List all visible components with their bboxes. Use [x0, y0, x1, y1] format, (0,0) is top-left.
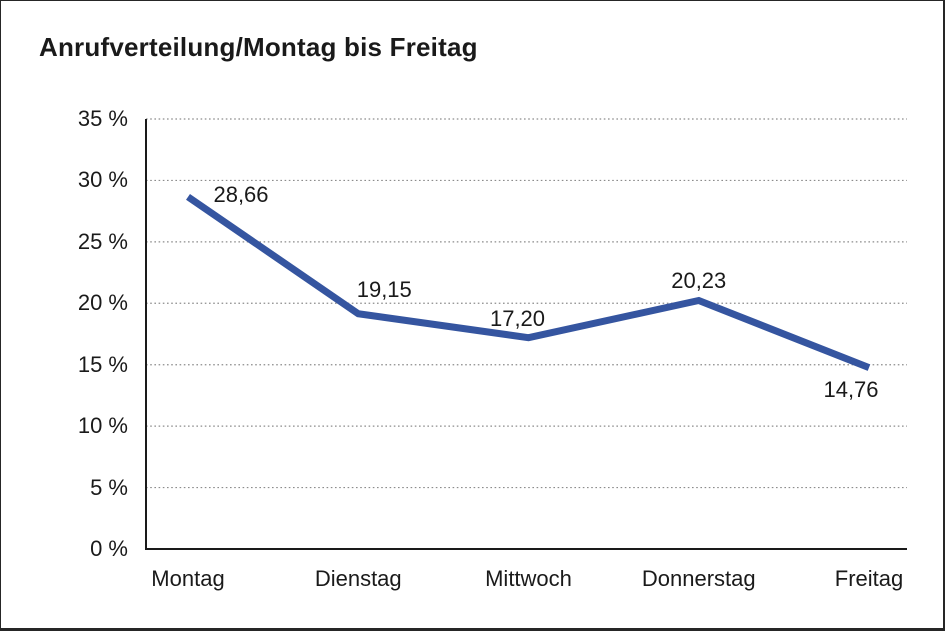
- x-axis-category-label: Montag: [151, 566, 225, 591]
- data-series-line: [186, 194, 871, 371]
- y-axis-tick-label: 15 %: [77, 351, 128, 377]
- y-axis-tick-label: 5 %: [90, 474, 128, 500]
- x-axis-category-label: Donnerstag: [641, 566, 756, 591]
- y-axis-tick-label: 25 %: [77, 228, 128, 254]
- data-point-label: 20,23: [671, 268, 727, 294]
- data-point-label: 28,66: [213, 181, 269, 207]
- chart-title: Anrufverteilung/Montag bis Freitag: [39, 32, 478, 62]
- x-axis-category-label: Mittwoch: [485, 566, 572, 591]
- y-axis-tick-label: 20 %: [77, 290, 128, 316]
- y-axis-tick-label: 30 %: [77, 167, 128, 193]
- x-axis-category-label: Dienstag: [314, 566, 402, 591]
- data-point-label: 14,76: [823, 376, 879, 402]
- data-point-label: 19,15: [356, 276, 412, 302]
- y-axis-tick-label: 10 %: [77, 413, 128, 439]
- data-point-label: 17,20: [489, 305, 546, 331]
- y-axis-tick-label: 35 %: [77, 106, 128, 131]
- y-axis-tick-label: 0 %: [90, 536, 128, 561]
- x-axis-category-label: Freitag: [834, 566, 904, 591]
